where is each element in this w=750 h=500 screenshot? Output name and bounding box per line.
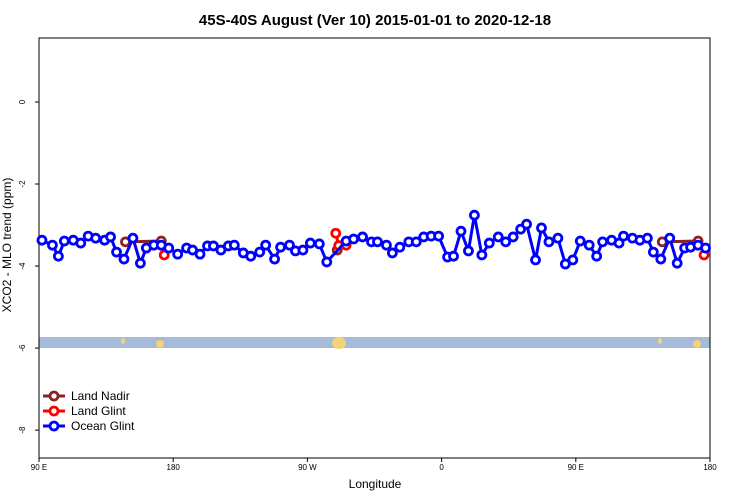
point: [394, 241, 406, 253]
point: [433, 230, 445, 242]
y-tick-label: -6: [18, 344, 27, 352]
y-tick-label: -4: [18, 262, 27, 270]
point: [330, 227, 342, 239]
point: [455, 225, 467, 237]
point: [105, 231, 116, 243]
point: [700, 242, 711, 254]
point: [521, 218, 532, 230]
point: [448, 250, 459, 262]
point: [483, 237, 495, 249]
x-axis-label: Longitude: [349, 477, 402, 491]
point: [275, 241, 286, 253]
land-mask-strip: [39, 337, 710, 349]
point: [597, 236, 609, 248]
point: [618, 230, 629, 242]
point: [500, 236, 512, 248]
legend-marker: [48, 390, 60, 402]
point: [348, 233, 360, 245]
point: [254, 246, 266, 258]
point: [321, 256, 333, 268]
point: [357, 231, 368, 243]
point: [641, 232, 653, 244]
point: [172, 248, 184, 260]
point: [591, 250, 603, 262]
legend-label: Land Glint: [71, 404, 126, 418]
x-tick-label: 180: [703, 463, 717, 472]
point: [313, 238, 325, 250]
point: [127, 232, 139, 244]
point: [90, 232, 102, 244]
point: [530, 254, 541, 266]
x-tick-label: 180: [167, 463, 181, 472]
point: [245, 250, 257, 262]
point: [671, 257, 683, 269]
point: [567, 254, 579, 266]
point: [386, 247, 398, 259]
x-tick-label: 0: [439, 463, 444, 472]
point: [304, 237, 316, 249]
legend-marker: [48, 405, 60, 417]
point: [36, 234, 48, 246]
point: [552, 232, 564, 244]
point: [134, 257, 146, 269]
plot-frame: [38, 37, 711, 459]
y-axis-label: XCO2 - MLO trend (ppm): [0, 178, 14, 313]
point: [655, 253, 667, 265]
point: [492, 231, 504, 243]
point: [463, 245, 474, 257]
point: [647, 246, 659, 258]
point: [228, 239, 240, 251]
point: [469, 209, 480, 221]
point: [52, 250, 64, 262]
legend-label: Land Nadir: [71, 389, 130, 403]
y-tick-label: 0: [18, 99, 27, 104]
legend-label: Ocean Glint: [71, 419, 135, 433]
point: [297, 244, 309, 256]
point: [583, 239, 595, 251]
y-tick-label: -2: [18, 180, 27, 188]
y-tick-label: -8: [18, 426, 27, 434]
chart-title: 45S-40S August (Ver 10) 2015-01-01 to 20…: [199, 12, 551, 29]
x-tick-label: 90 E: [31, 463, 47, 472]
point: [47, 239, 58, 251]
point: [476, 249, 488, 261]
point: [284, 239, 295, 251]
point: [574, 235, 586, 247]
point: [269, 253, 280, 265]
legend-marker: [48, 420, 60, 432]
x-tick-label: 90 W: [298, 463, 317, 472]
point: [507, 231, 519, 243]
point: [410, 236, 422, 248]
point: [664, 232, 676, 244]
point: [194, 248, 206, 260]
point: [372, 236, 383, 248]
point: [163, 242, 175, 254]
point: [58, 235, 70, 247]
x-tick-label: 90 E: [568, 463, 584, 472]
point: [75, 237, 87, 249]
point: [536, 222, 547, 234]
point: [111, 246, 122, 258]
point: [381, 239, 392, 251]
point: [118, 253, 130, 265]
point: [260, 239, 272, 251]
point: [543, 236, 555, 248]
